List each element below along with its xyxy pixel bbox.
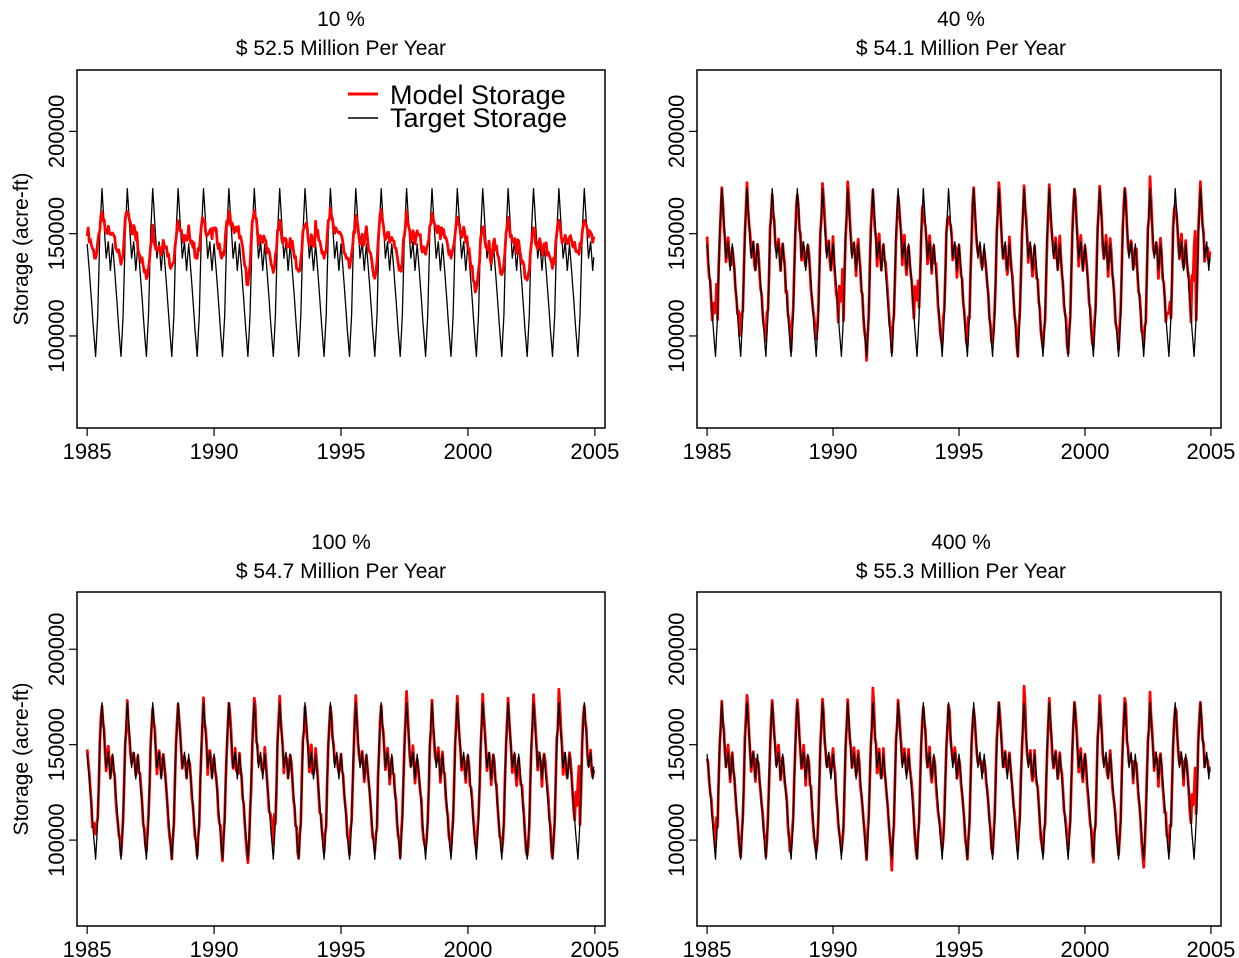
- panel-bottom-left: 100 % $ 54.7 Million Per Year 1985 1990 19…: [10, 531, 619, 958]
- y-axis-label: Storage (acre-ft): [10, 683, 33, 836]
- series-target-storage: [706, 188, 1211, 358]
- panel-subtitle: $ 55.3 Million Per Year: [856, 560, 1066, 583]
- x-tick-label: 2000: [443, 439, 492, 464]
- y-tick-label: 200000: [44, 613, 69, 686]
- x-tick-label: 1995: [317, 937, 366, 958]
- x-tick-label: 1990: [190, 937, 239, 958]
- series-target-storage: [706, 702, 1211, 860]
- panel-title: 100 %: [311, 531, 371, 554]
- panel-title: 40 %: [937, 8, 985, 31]
- panel-top-left: 10 % $ 52.5 Million Per Year 1985 1990 199…: [10, 8, 619, 464]
- x-tick-label: 1985: [683, 937, 732, 958]
- legend: Model Storage Target Storage: [348, 80, 567, 133]
- x-tick-label: 2005: [1186, 937, 1235, 958]
- y-tick-label: 100000: [664, 299, 689, 372]
- series-model-storage: [85, 687, 596, 865]
- y-tick-label: 100000: [44, 299, 69, 372]
- panel-title: 400 %: [931, 531, 991, 554]
- x-tick-label: 1990: [809, 937, 858, 958]
- legend-label-target: Target Storage: [390, 103, 567, 133]
- series-model-storage: [705, 684, 1212, 872]
- x-tick-label: 1985: [63, 439, 112, 464]
- x-tick-label: 1995: [317, 439, 366, 464]
- x-tick-label: 2005: [570, 937, 619, 958]
- legend-label-model: Model Storage: [390, 80, 566, 110]
- panel-bottom-right: 400 % $ 55.3 Million Per Year 1985 1990 19…: [664, 531, 1235, 958]
- panel-subtitle: $ 54.1 Million Per Year: [856, 37, 1066, 60]
- x-tick-label: 1985: [63, 937, 112, 958]
- y-tick-label: 100000: [44, 803, 69, 876]
- y-tick-label: 200000: [664, 95, 689, 168]
- x-tick-label: 2005: [570, 439, 619, 464]
- x-tick-label: 1990: [809, 439, 858, 464]
- panel-title: 10 %: [317, 8, 365, 31]
- series-target-storage: [86, 702, 595, 860]
- y-axis-label: Storage (acre-ft): [10, 173, 33, 326]
- panel-subtitle: $ 54.7 Million Per Year: [236, 560, 446, 583]
- panel-subtitle: $ 52.5 Million Per Year: [236, 37, 446, 60]
- series-target-storage: [86, 188, 595, 358]
- series-model-storage: [705, 175, 1212, 362]
- x-tick-label: 1985: [683, 439, 732, 464]
- x-tick-label: 1990: [190, 439, 239, 464]
- y-tick-label: 150000: [664, 197, 689, 270]
- x-tick-label: 1995: [935, 937, 984, 958]
- y-tick-label: 100000: [664, 803, 689, 876]
- y-tick-label: 200000: [664, 613, 689, 686]
- panel-top-right: 40 % $ 54.1 Million Per Year 1985 1990 199…: [664, 8, 1235, 464]
- x-tick-label: 2000: [1060, 937, 1109, 958]
- x-tick-label: 2000: [1060, 439, 1109, 464]
- x-tick-label: 2005: [1186, 439, 1235, 464]
- y-tick-label: 200000: [44, 95, 69, 168]
- series-model-storage: [85, 206, 596, 294]
- y-tick-label: 150000: [44, 708, 69, 781]
- x-tick-label: 2000: [443, 937, 492, 958]
- y-tick-label: 150000: [664, 708, 689, 781]
- y-tick-label: 150000: [44, 197, 69, 270]
- x-tick-label: 1995: [935, 439, 984, 464]
